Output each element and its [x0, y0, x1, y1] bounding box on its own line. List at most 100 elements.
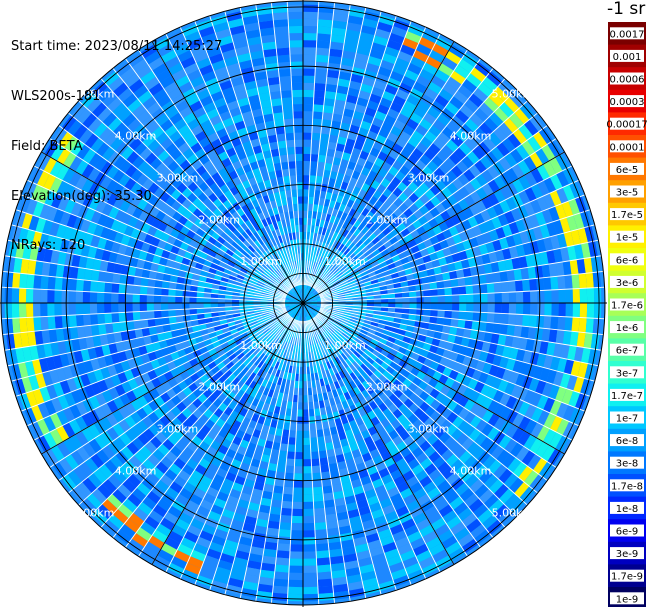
- scan-cell: [291, 306, 298, 312]
- scan-cell: [337, 431, 347, 441]
- scan-cell: [44, 399, 57, 416]
- scan-cell: [320, 471, 331, 480]
- scan-cell: [176, 276, 185, 285]
- scan-cell: [131, 155, 145, 169]
- scan-cell: [205, 227, 215, 237]
- scan-cell: [304, 310, 306, 317]
- scan-cell: [119, 67, 136, 83]
- scan-cell: [546, 341, 556, 357]
- scan-cell: [277, 362, 284, 371]
- scan-cell: [536, 353, 547, 368]
- scan-cell: [285, 335, 291, 343]
- scan-cell: [264, 440, 274, 449]
- scan-cell: [96, 303, 105, 314]
- scan-cell: [291, 75, 303, 83]
- scan-cell: [299, 309, 302, 317]
- scan-cell: [409, 481, 423, 494]
- scan-cell: [401, 308, 410, 315]
- scan-cell: [259, 275, 268, 282]
- scan-cell: [303, 381, 308, 389]
- scan-cell: [120, 234, 131, 246]
- scan-cell: [384, 440, 396, 451]
- scan-cell: [167, 505, 183, 519]
- scan-cell: [333, 490, 345, 500]
- scan-cell: [110, 241, 121, 254]
- scan-cell: [268, 83, 281, 93]
- scan-cell: [370, 382, 380, 392]
- scan-cell: [303, 473, 313, 481]
- scan-cell: [469, 415, 482, 429]
- scan-cell: [287, 394, 294, 402]
- scan-cell: [392, 379, 403, 389]
- scan-cell: [196, 536, 212, 549]
- scan-cell: [517, 430, 531, 447]
- scan-cell: [190, 319, 199, 327]
- scan-cell: [203, 217, 214, 227]
- scan-cell: [97, 237, 107, 250]
- scan-cell: [232, 436, 243, 446]
- scan-cell: [97, 504, 113, 520]
- scan-cell: [303, 444, 311, 453]
- scan-cell: [499, 406, 512, 421]
- scan-cell: [326, 449, 336, 458]
- scan-cell: [295, 366, 300, 374]
- scan-cell: [270, 98, 283, 107]
- scan-cell: [159, 119, 174, 132]
- scan-cell: [354, 543, 370, 554]
- scan-cell: [288, 161, 296, 169]
- scan-cell: [219, 353, 229, 362]
- scan-cell: [90, 313, 99, 326]
- scan-cell: [313, 311, 320, 318]
- scan-cell: [438, 339, 448, 350]
- scan-cell: [50, 249, 60, 265]
- scan-cell: [80, 219, 91, 233]
- scan-cell: [155, 325, 164, 334]
- scan-cell: [236, 371, 245, 381]
- scan-cell: [242, 358, 251, 367]
- scan-cell: [314, 320, 320, 327]
- scan-cell: [336, 511, 349, 521]
- scan-cell: [304, 309, 308, 317]
- scan-cell: [312, 118, 323, 127]
- scan-cell: [508, 303, 517, 315]
- scan-cell: [62, 168, 76, 184]
- scan-cell: [132, 468, 147, 483]
- scan-cell: [451, 343, 461, 354]
- scan-cell: [312, 479, 323, 488]
- scan-cell: [61, 315, 70, 329]
- scan-cell: [291, 523, 303, 531]
- scan-cell: [227, 260, 236, 268]
- scan-cell: [570, 360, 581, 377]
- scan-cell: [241, 335, 250, 342]
- scan-cell: [151, 107, 166, 121]
- scan-cell: [169, 323, 178, 332]
- scan-cell: [220, 341, 230, 350]
- scan-cell: [247, 343, 256, 351]
- scan-cell: [497, 509, 514, 525]
- scan-cell: [267, 76, 280, 86]
- scan-cell: [270, 449, 280, 458]
- scan-cell: [562, 404, 575, 422]
- scan-cell: [280, 507, 293, 516]
- scan-cell: [303, 494, 314, 502]
- scan-cell: [282, 341, 288, 350]
- scan-cell: [146, 101, 161, 116]
- scan-cell: [427, 511, 443, 525]
- scan-cell: [550, 276, 559, 290]
- scan-cell: [6, 333, 16, 350]
- scan-cell: [276, 133, 286, 142]
- scan-cell: [265, 319, 273, 325]
- scan-cell: [239, 492, 252, 502]
- scan-cell: [196, 481, 210, 493]
- scan-cell: [126, 275, 135, 286]
- scan-cell: [399, 549, 416, 562]
- scan-cell: [59, 353, 70, 368]
- scan-cell: [248, 372, 257, 381]
- scan-cell: [379, 392, 389, 403]
- scan-cell: [510, 442, 524, 458]
- scan-cell: [231, 267, 240, 275]
- scan-cell: [293, 111, 303, 119]
- scan-cell: [511, 427, 525, 443]
- scan-cell: [73, 465, 88, 482]
- scan-cell: [134, 267, 144, 278]
